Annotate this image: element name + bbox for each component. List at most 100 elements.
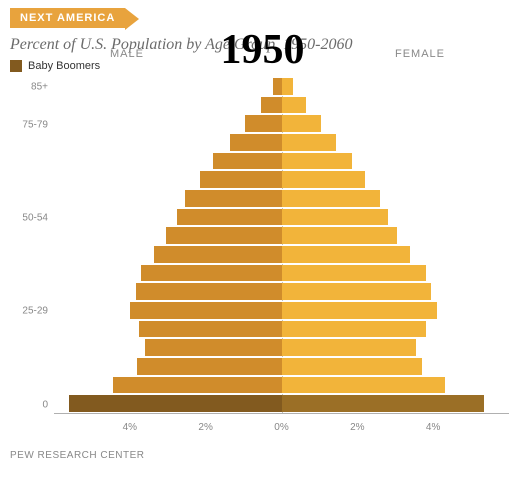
male-half: [54, 226, 282, 245]
male-bar: [213, 153, 281, 170]
pyramid-row: [54, 245, 509, 264]
y-tick-label: 85+: [31, 82, 48, 93]
legend-label: Baby Boomers: [28, 60, 100, 72]
pyramid-row: [54, 114, 509, 133]
header-tag: NEXT AMERICA: [10, 8, 125, 28]
male-half: [54, 282, 282, 301]
male-half: [54, 170, 282, 189]
female-bar: [282, 153, 352, 170]
male-bar: [177, 209, 281, 226]
male-bar: [145, 339, 282, 356]
female-bar: [282, 209, 388, 226]
female-half: [282, 282, 510, 301]
header-tag-label: NEXT AMERICA: [10, 8, 125, 28]
male-label: MALE: [110, 48, 144, 60]
female-half: [282, 77, 510, 96]
female-bar: [282, 171, 365, 188]
male-bar: [261, 97, 282, 114]
population-pyramid: 85+ 75-79 50-54 25-29 0 4% 2% 0% 2% 4%: [10, 78, 515, 438]
male-bar: [130, 302, 282, 319]
female-half: [282, 96, 510, 115]
legend-swatch: [10, 60, 22, 72]
female-bar: [282, 377, 445, 394]
male-half: [54, 189, 282, 208]
male-half: [54, 394, 282, 413]
female-half: [282, 226, 510, 245]
male-bar: [185, 190, 282, 207]
female-half: [282, 376, 510, 395]
male-bar: [154, 246, 281, 263]
pyramid-row: [54, 170, 509, 189]
x-axis: 4% 2% 0% 2% 4%: [54, 418, 509, 438]
pyramid-row: [54, 320, 509, 339]
female-half: [282, 357, 510, 376]
pyramid-row: [54, 376, 509, 395]
pyramid-row: [54, 152, 509, 171]
female-half: [282, 170, 510, 189]
female-bar: [282, 134, 337, 151]
male-bar: [113, 377, 282, 394]
pyramid-row: [54, 301, 509, 320]
x-tick-label: 2%: [198, 422, 212, 433]
male-half: [54, 245, 282, 264]
female-label: FEMALE: [395, 48, 445, 60]
female-half: [282, 320, 510, 339]
male-half: [54, 357, 282, 376]
pyramid-row: [54, 189, 509, 208]
female-bar: [282, 78, 293, 95]
male-half: [54, 77, 282, 96]
chart-area: 1950 MALE FEMALE 85+75-7950-5425-290 4%2…: [10, 78, 515, 438]
female-half: [282, 152, 510, 171]
pyramid-row: [54, 338, 509, 357]
pyramid-row: [54, 394, 509, 413]
year-title: 1950: [221, 26, 305, 74]
male-half: [54, 96, 282, 115]
y-tick-label: 25-29: [22, 306, 48, 317]
female-bar: [282, 283, 432, 300]
male-half: [54, 208, 282, 227]
pyramid-row: [54, 357, 509, 376]
male-half: [54, 338, 282, 357]
male-bar: [139, 321, 281, 338]
female-bar: [282, 115, 322, 132]
male-bar: [273, 78, 281, 95]
female-half: [282, 208, 510, 227]
male-bar: [166, 227, 282, 244]
source-footer: PEW RESEARCH CENTER: [10, 450, 525, 461]
male-bar: [136, 283, 282, 300]
male-half: [54, 301, 282, 320]
male-half: [54, 320, 282, 339]
y-axis: 85+ 75-79 50-54 25-29 0: [10, 78, 52, 438]
female-bar: [282, 395, 485, 412]
x-tick-label: 4%: [123, 422, 137, 433]
y-tick-label: 75-79: [22, 119, 48, 130]
x-tick-label: 0%: [274, 422, 288, 433]
pyramid-row: [54, 282, 509, 301]
female-half: [282, 133, 510, 152]
male-bar: [137, 358, 281, 375]
female-bar: [282, 302, 437, 319]
pyramid-row: [54, 77, 509, 96]
female-bar: [282, 190, 381, 207]
male-half: [54, 133, 282, 152]
pyramid-row: [54, 96, 509, 115]
male-bar: [245, 115, 281, 132]
female-half: [282, 301, 510, 320]
female-half: [282, 114, 510, 133]
female-half: [282, 264, 510, 283]
y-tick-label: 50-54: [22, 213, 48, 224]
y-tick-label: 0: [42, 399, 48, 410]
x-tick-label: 2%: [350, 422, 364, 433]
male-bar: [230, 134, 281, 151]
male-half: [54, 114, 282, 133]
header-tag-arrow-icon: [125, 8, 139, 30]
x-tick-label: 4%: [426, 422, 440, 433]
bars-container: [54, 78, 509, 414]
female-bar: [282, 321, 426, 338]
female-bar: [282, 265, 426, 282]
male-bar: [200, 171, 282, 188]
male-half: [54, 376, 282, 395]
female-bar: [282, 97, 307, 114]
female-half: [282, 394, 510, 413]
female-bar: [282, 227, 398, 244]
